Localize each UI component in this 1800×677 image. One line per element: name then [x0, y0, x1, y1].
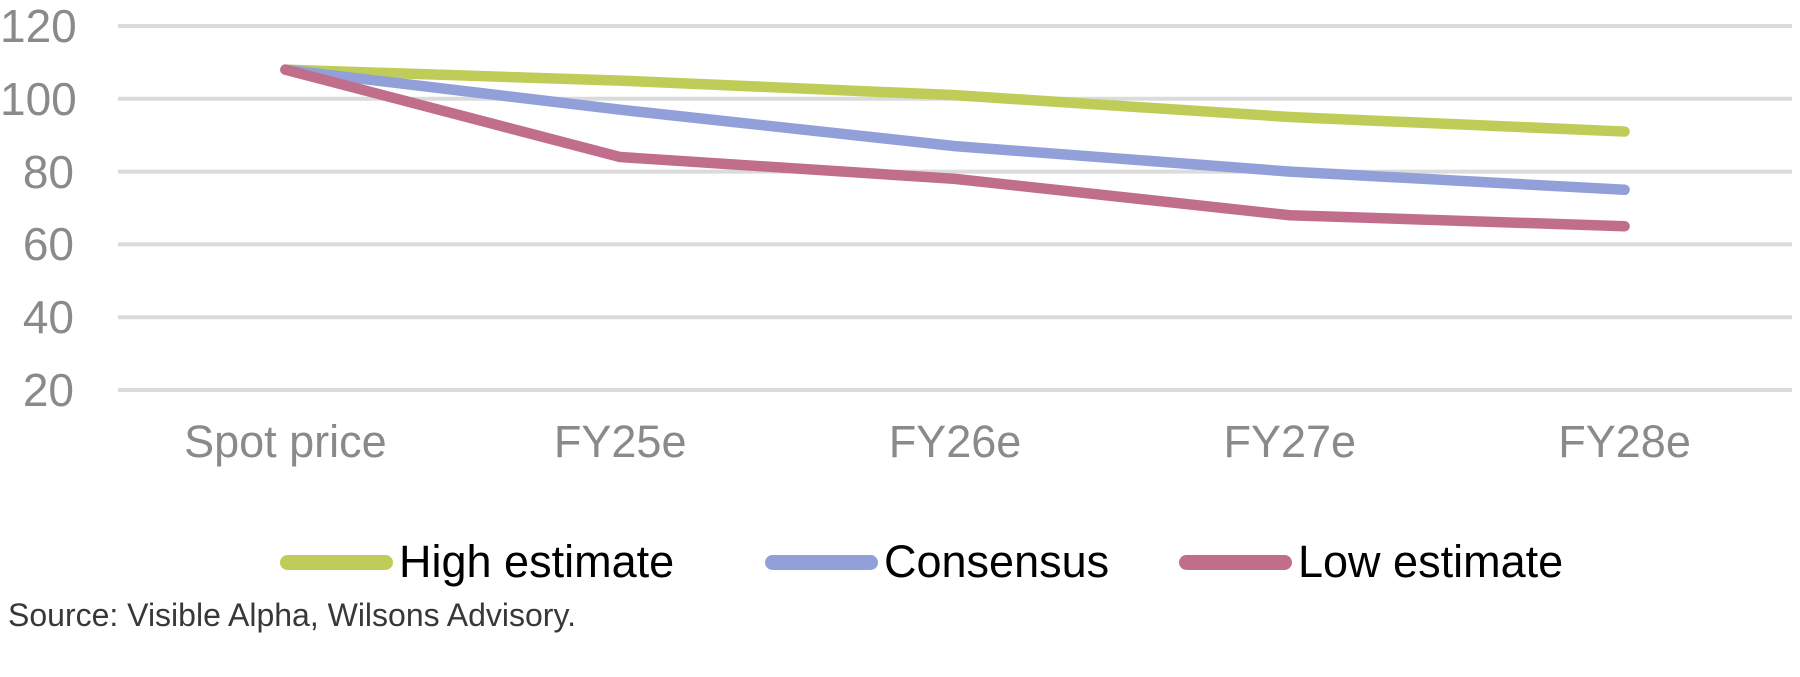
x-tick-label-fy25e: FY25e	[553, 416, 687, 467]
legend-item-low-estimate: Low estimate	[1179, 534, 1563, 590]
legend-label: Consensus	[884, 536, 1110, 587]
series-line-low-estimate	[280, 64, 1630, 232]
series-line-consensus	[280, 64, 1630, 196]
series-line-high-estimate	[280, 64, 1630, 137]
y-tick-label-40: 40	[22, 291, 74, 344]
source-note: Source: Visible Alpha, Wilsons Advisory.	[8, 597, 576, 633]
legend-swatch-low-estimate	[1179, 554, 1292, 570]
y-tick-label-120: 120	[0, 0, 77, 52]
legend-item-consensus: Consensus	[765, 534, 1109, 590]
x-tick-label-fy27e: FY27e	[1223, 416, 1357, 467]
y-tick-label-60: 60	[22, 218, 74, 271]
legend-label: High estimate	[399, 536, 675, 587]
x-tick-label-spot-price: Spot price	[184, 416, 387, 467]
legend-item-high-estimate: High estimate	[280, 534, 674, 590]
x-tick-label-fy26e: FY26e	[888, 416, 1022, 467]
x-tick-label-fy28e: FY28e	[1558, 416, 1691, 467]
legend-swatch-high-estimate	[280, 554, 393, 570]
y-tick-label-20: 20	[22, 364, 74, 416]
legend-swatch-consensus	[765, 554, 878, 570]
y-tick-label-80: 80	[22, 145, 74, 198]
legend-label: Low estimate	[1298, 536, 1564, 587]
legend: High estimate Consensus Low estimate	[0, 534, 1800, 590]
y-tick-label-100: 100	[0, 72, 77, 125]
